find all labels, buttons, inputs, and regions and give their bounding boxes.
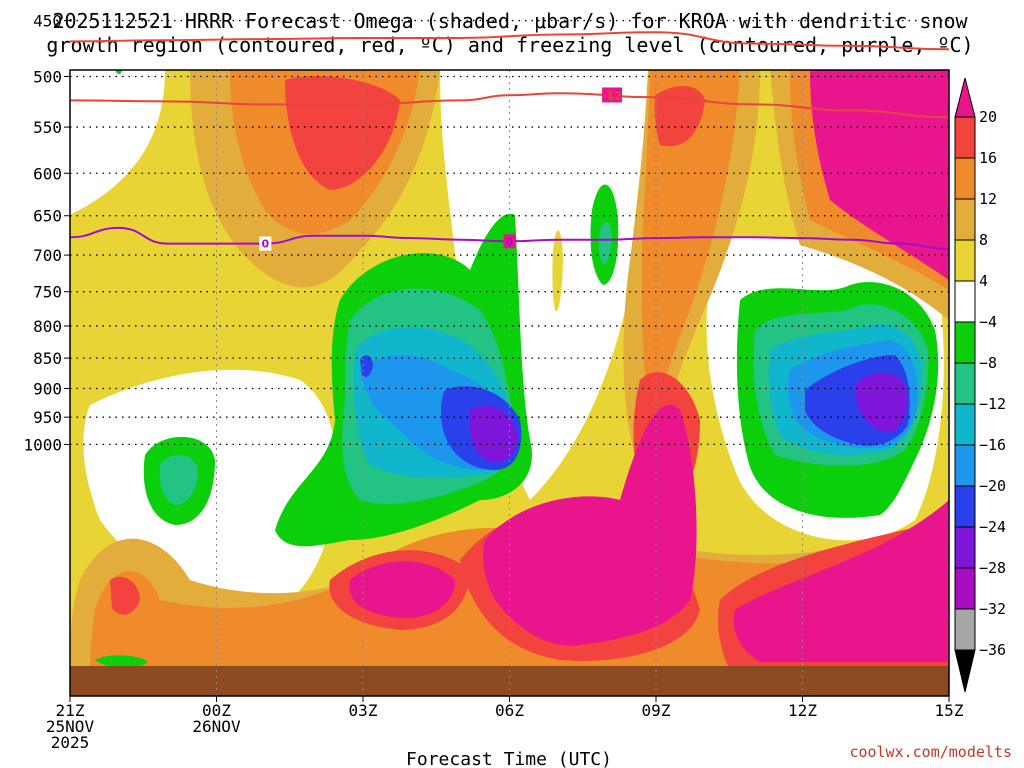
y-tick-label-500: 500 (33, 67, 62, 86)
colorbar-swatch-7 (954, 403, 976, 446)
colorbar-swatch-8 (954, 444, 976, 487)
colorbar-swatch-3 (954, 239, 976, 282)
x-tick-label-0-0: 21Z (56, 701, 85, 720)
colorbar-label-7: −12 (979, 395, 1006, 413)
colorbar-label-0: 20 (979, 108, 997, 126)
x-tick-label-1-0: 00Z (202, 701, 231, 720)
colorbar-swatch-11 (954, 567, 976, 610)
colorbar-swatch-1 (954, 157, 976, 200)
dendritic-contour-1 (69, 92, 950, 119)
colorbar-label-12: −32 (979, 600, 1006, 618)
colorbar-label-3: 8 (979, 231, 988, 249)
colorbar-swatch-6 (954, 362, 976, 405)
omega-rising-small (95, 70, 619, 668)
x-tick-label-6-0: 15Z (935, 701, 964, 720)
colorbar-label-8: −16 (979, 436, 1006, 454)
x-tick-label-5-0: 12Z (788, 701, 817, 720)
y-axis: 2503003504004505005506006507007508008509… (23, 12, 70, 454)
freezing-label-bg-0 (259, 236, 272, 251)
colorbar-swatch-5 (954, 321, 976, 364)
y-tick-label-550: 550 (33, 118, 62, 137)
y-tick-label-800: 800 (33, 317, 62, 336)
dendritic-contour-0 (69, 31, 950, 51)
colorbar-label-2: 12 (979, 190, 997, 208)
colorbar-label-10: −24 (979, 518, 1006, 536)
chart-grid (70, 19, 949, 696)
freezing-label-bg-1 (503, 234, 516, 249)
y-tick-label-700: 700 (33, 246, 62, 265)
omega-band-20 (349, 70, 949, 662)
x-axis-title: Forecast Time (UTC) (406, 749, 612, 768)
colorbar-min-triangle (954, 649, 976, 693)
colorbar-swatch-12 (954, 608, 976, 651)
x-tick-label-0-2: 2025 (51, 733, 90, 752)
y-tick-label-750: 750 (33, 283, 62, 302)
chart-title-line1: 2025112521 HRRR Forecast Omega (shaded, … (52, 9, 968, 33)
credit-text: coolwx.com/modelts (849, 743, 1012, 761)
y-tick-label-950: 950 (33, 408, 62, 427)
dendritic-label-bg (602, 87, 623, 103)
freezing-level-label-1: 0 (506, 235, 514, 248)
omega-rising-center (275, 213, 532, 547)
y-tick-label-850: 850 (33, 349, 62, 368)
colorbar-label-13: −36 (979, 641, 1006, 659)
omega-rising-left (143, 436, 215, 525)
x-tick-label-4-0: 09Z (642, 701, 671, 720)
colorbar-label-5: −4 (979, 313, 997, 331)
x-tick-label-0-1: 25NOV (46, 717, 95, 736)
omega-rising-right (736, 282, 939, 518)
colorbar-swatch-9 (954, 485, 976, 528)
colorbar-label-1: 16 (979, 149, 997, 167)
y-tick-label-650: 650 (33, 207, 62, 226)
dendritic-contour-label: -12 (602, 89, 622, 102)
y-tick-label-600: 600 (33, 164, 62, 183)
colorbar-swatch-4 (954, 280, 976, 323)
y-tick-label-1000: 1000 (23, 435, 62, 454)
colorbar-label-9: −20 (979, 477, 1006, 495)
chart-contours: -12 0 0 (69, 31, 950, 251)
colorbar-label-6: −8 (979, 354, 997, 372)
colorbar-label-11: −28 (979, 559, 1006, 577)
colorbar-max-triangle (954, 77, 976, 118)
colorbar-swatch-10 (954, 526, 976, 569)
colorbar-label-4: 4 (979, 272, 988, 290)
colorbar: 20 16 12 8 4 −4 −8 −12 −16 −20 −24 −28 −32 −36 (954, 77, 1006, 693)
colorbar-swatch-0 (954, 116, 976, 159)
freezing-level-label-0: 0 (262, 238, 270, 251)
x-tick-label-1-1: 26NOV (192, 717, 241, 736)
y-tick-label-450: 450 (33, 12, 62, 31)
x-tick-label-3-0: 06Z (495, 701, 524, 720)
y-tick-label-900: 900 (33, 379, 62, 398)
x-tick-label-2-0: 03Z (349, 701, 378, 720)
colorbar-swatch-2 (954, 198, 976, 241)
